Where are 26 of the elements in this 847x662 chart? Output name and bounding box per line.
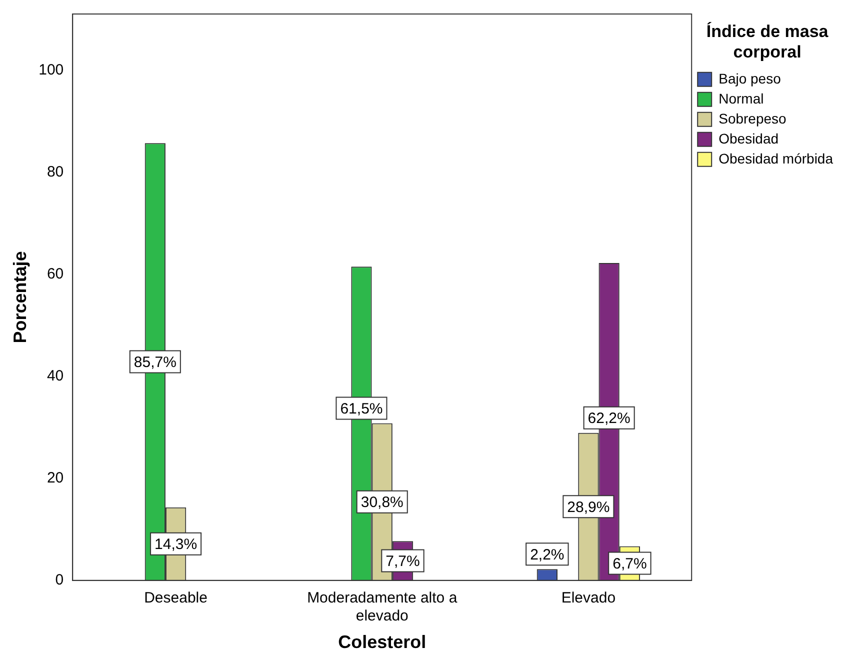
y-tick-label: 20 xyxy=(46,469,64,486)
legend-label: Obesidad xyxy=(718,130,779,146)
y-tick-label: 40 xyxy=(46,367,64,384)
data-label: 85,7% xyxy=(134,354,176,371)
data-label: 14,3% xyxy=(154,536,198,554)
y-tick-label: 60 xyxy=(46,265,64,282)
data-label: 28,9% xyxy=(567,498,610,516)
y-axis-title: Porcentaje xyxy=(10,251,30,344)
data-label: 30,8% xyxy=(360,494,404,511)
legend-title: Índice de masa corporal xyxy=(706,21,829,62)
y-tick-label: 0 xyxy=(55,572,64,589)
data-label: 61,5% xyxy=(340,400,383,418)
data-label: 6,7% xyxy=(612,555,647,572)
legend-label: Obesidad mórbida xyxy=(718,150,834,166)
legend-label: Normal xyxy=(718,90,764,106)
data-label: 2,2% xyxy=(530,546,564,564)
legend-label: Sobrepeso xyxy=(718,110,787,126)
x-axis-title: Colesterol xyxy=(338,632,426,652)
data-label: 7,7% xyxy=(386,552,420,570)
legend-label: Bajo peso xyxy=(718,70,782,86)
y-tick-label: 80 xyxy=(46,163,64,180)
x-tick-label: Deseable xyxy=(144,590,208,607)
x-tick-label: Moderadamente alto a elevado xyxy=(307,590,458,625)
x-tick-label: Elevado xyxy=(561,590,616,607)
y-tick-label: 100 xyxy=(38,61,64,78)
data-label: 62,2% xyxy=(588,410,630,428)
